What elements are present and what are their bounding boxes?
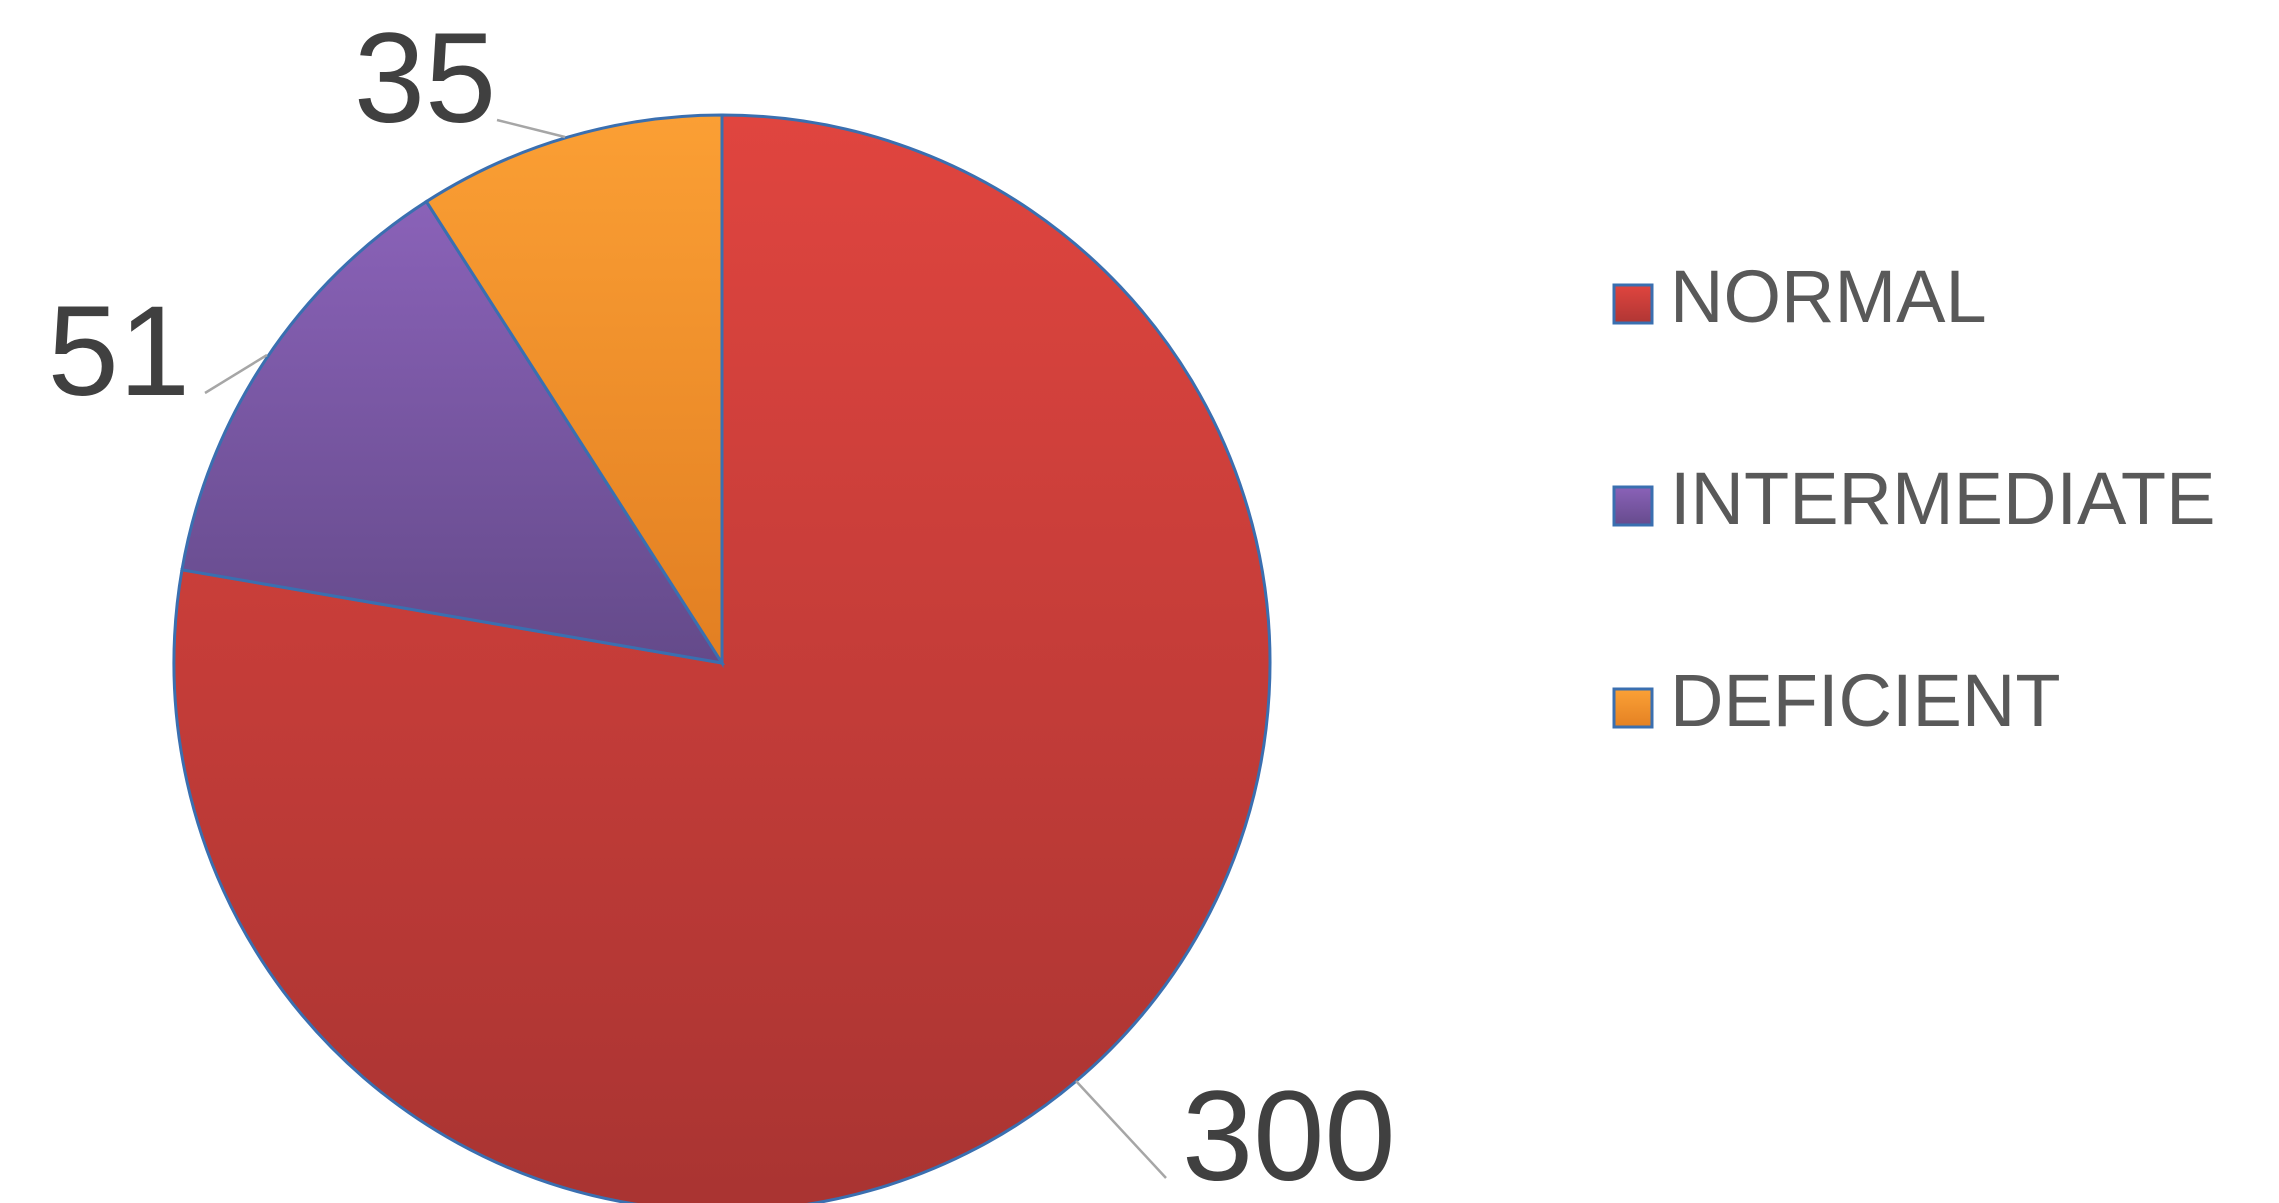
leader-line-normal bbox=[1075, 1080, 1167, 1179]
leader-line-deficient bbox=[496, 118, 566, 139]
data-label-deficient: 35 bbox=[354, 7, 496, 150]
legend-swatch-normal bbox=[1612, 283, 1654, 325]
legend-label-deficient: DEFICIENT bbox=[1670, 659, 2061, 742]
leader-lines bbox=[204, 118, 1167, 1179]
data-label-normal: 300 bbox=[1182, 1065, 1396, 1203]
pie-slices bbox=[172, 113, 1272, 1203]
legend-label-normal: NORMAL bbox=[1670, 255, 1987, 338]
leader-line-intermediate bbox=[204, 353, 268, 395]
legend-swatch-deficient bbox=[1612, 687, 1654, 729]
data-labels: 300 51 35 bbox=[48, 7, 1396, 1203]
pie-slice-normal bbox=[172, 113, 1272, 1203]
legend-swatch-intermediate bbox=[1612, 485, 1654, 527]
pie-slice-deficient bbox=[424, 113, 724, 669]
data-label-intermediate: 51 bbox=[48, 280, 190, 423]
legend: NORMAL INTERMEDIATE DEFICIENT bbox=[1612, 255, 2215, 742]
pie-slice-intermediate bbox=[180, 199, 726, 666]
legend-label-intermediate: INTERMEDIATE bbox=[1670, 457, 2215, 540]
